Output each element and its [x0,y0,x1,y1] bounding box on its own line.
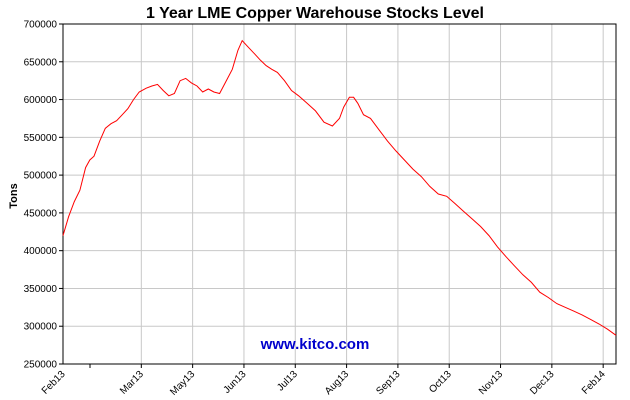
grid [63,24,616,364]
y-tick-label: 450000 [24,208,58,219]
plot-frame [62,23,617,365]
watermark: www.kitco.com [260,336,370,353]
chart-title: 1 Year LME Copper Warehouse Stocks Level [146,5,484,22]
y-tick-label: 300000 [24,322,58,333]
y-tick-label: 250000 [24,360,58,371]
y-tick-label: 600000 [24,95,58,106]
y-tick-label: 400000 [24,246,58,257]
series-line [62,39,617,336]
y-tick-label: 700000 [24,20,58,31]
y-tick-label: 550000 [24,133,58,144]
y-tick-label: 500000 [24,171,58,182]
y-tick-label: 350000 [24,284,58,295]
y-tick-label: 650000 [24,57,58,68]
y-axis-label: Tons [8,183,20,208]
y-axis-ticks: 250000 300000 350000 400000 450000 500000 5500… [24,20,63,371]
